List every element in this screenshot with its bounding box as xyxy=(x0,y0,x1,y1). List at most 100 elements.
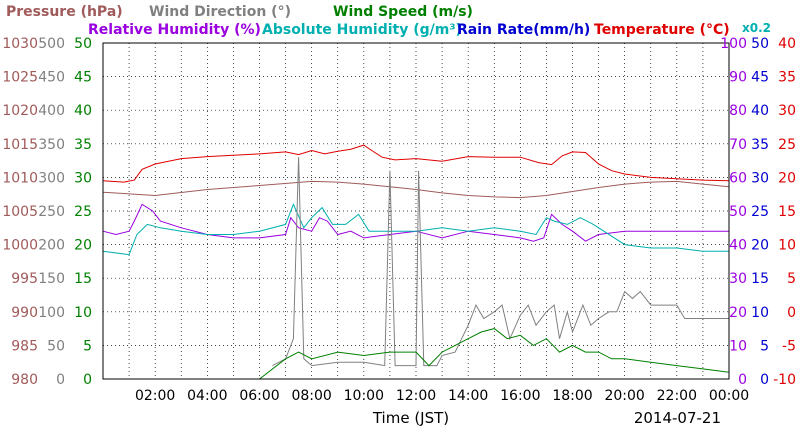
wind-direction-header: Wind Direction (°) xyxy=(149,4,291,20)
x-tick-label: 00:00 xyxy=(709,388,749,404)
wind-direction-tick-label: 300 xyxy=(38,170,65,186)
pressure-tick-label: 995 xyxy=(11,271,38,287)
relative-humidity-header: Relative Humidity (%) xyxy=(88,22,261,38)
series-layer xyxy=(102,144,730,380)
rain-rate-tick-label: 10 xyxy=(751,305,769,321)
temperature-tick-label: -10 xyxy=(773,372,796,388)
temperature-tick-label: 15 xyxy=(778,204,796,220)
wind-speed-tick-label: 20 xyxy=(74,238,92,254)
humidity-tick-label: 40 xyxy=(729,238,747,254)
humidity-tick-label: 90 xyxy=(729,70,747,86)
x-tick-label: 06:00 xyxy=(239,388,279,404)
x-tick-label: 02:00 xyxy=(135,388,175,404)
temperature-tick-label: 5 xyxy=(787,271,796,287)
rain-rate-tick-label: 45 xyxy=(751,70,769,86)
pressure-tick-label: 1025 xyxy=(2,70,38,86)
humidity-tick-label: 30 xyxy=(729,271,747,287)
pressure-tick-label: 1015 xyxy=(2,137,38,153)
wind-speed-tick-label: 10 xyxy=(74,305,92,321)
x-tick-label: 12:00 xyxy=(396,388,436,404)
absolute-humidity-header: Absolute Humidity (g/m³) xyxy=(262,22,462,38)
wind-speed-tick-label: 40 xyxy=(74,103,92,119)
wind-direction-tick-label: 350 xyxy=(38,137,65,153)
wind-speed-tick-label: 15 xyxy=(74,271,92,287)
temperature-line xyxy=(102,144,730,183)
rain-rate-tick-label: 25 xyxy=(751,204,769,220)
pressure-line xyxy=(102,180,730,199)
wind-speed-header: Wind Speed (m/s) xyxy=(333,4,473,20)
x-tick-label: 16:00 xyxy=(500,388,540,404)
x-axis-label: Time (JST) xyxy=(372,409,449,427)
pressure-tick-label: 990 xyxy=(11,305,38,321)
wind-speed-tick-label: 25 xyxy=(74,204,92,220)
pressure-tick-label: 1000 xyxy=(2,238,38,254)
pressure-tick-label: 985 xyxy=(11,338,38,354)
pressure-tick-label: 1010 xyxy=(2,170,38,186)
wind-direction-tick-label: 200 xyxy=(38,238,65,254)
rain-rate-tick-label: 50 xyxy=(751,36,769,52)
x-tick-label: 20:00 xyxy=(604,388,644,404)
rain-rate-tick-label: 5 xyxy=(760,338,769,354)
x-tick-label: 10:00 xyxy=(344,388,384,404)
x-tick-label: 04:00 xyxy=(187,388,227,404)
grid-lines xyxy=(103,43,729,379)
wind-direction-tick-label: 150 xyxy=(38,271,65,287)
temperature-tick-label: 0 xyxy=(787,305,796,321)
temperature-tick-label: 25 xyxy=(778,137,796,153)
wind-direction-tick-label: 100 xyxy=(38,305,65,321)
humidity-tick-label: 80 xyxy=(729,103,747,119)
temperature-header: Temperature (°C) xyxy=(594,22,730,38)
humidity-tick-label: 60 xyxy=(729,170,747,186)
wind-direction-tick-label: 500 xyxy=(38,36,65,52)
temperature-tick-label: 10 xyxy=(778,238,796,254)
temperature-tick-label: 40 xyxy=(778,36,796,52)
wind-speed-tick-label: 30 xyxy=(74,170,92,186)
pressure-tick-label: 980 xyxy=(11,372,38,388)
wind-direction-tick-label: 250 xyxy=(38,204,65,220)
wind-speed-tick-label: 0 xyxy=(83,372,92,388)
wind-direction-tick-label: 50 xyxy=(47,338,65,354)
pressure-tick-label: 1020 xyxy=(2,103,38,119)
pressure-tick-label: 1030 xyxy=(2,36,38,52)
rain-rate-tick-label: 20 xyxy=(751,238,769,254)
scale-note: x0.2 xyxy=(742,21,771,35)
plot-frame xyxy=(102,42,730,380)
wind-speed-tick-label: 35 xyxy=(74,137,92,153)
wind-direction-tick-label: 400 xyxy=(38,103,65,119)
date-label: 2014-07-21 xyxy=(634,409,721,427)
wind-speed-tick-label: 45 xyxy=(74,70,92,86)
x-tick-label: 14:00 xyxy=(448,388,488,404)
humidity-tick-label: 0 xyxy=(738,372,747,388)
wind-direction-line xyxy=(272,157,729,367)
wind-speed-tick-label: 5 xyxy=(83,338,92,354)
rain-rate-tick-label: 15 xyxy=(751,271,769,287)
rain-rate-tick-label: 0 xyxy=(760,372,769,388)
humidity-tick-label: 10 xyxy=(729,338,747,354)
pressure-header: Pressure (hPa) xyxy=(6,4,123,20)
relative-humidity-line xyxy=(102,203,729,242)
x-tick-label: 18:00 xyxy=(552,388,592,404)
x-tick-label: 08:00 xyxy=(291,388,331,404)
rain-rate-tick-label: 40 xyxy=(751,103,769,119)
temperature-tick-label: -5 xyxy=(782,338,796,354)
rain-rate-tick-label: 30 xyxy=(751,170,769,186)
pressure-tick-label: 1005 xyxy=(2,204,38,220)
humidity-tick-label: 70 xyxy=(729,137,747,153)
absolute-humidity-line xyxy=(102,202,729,256)
humidity-tick-label: 100 xyxy=(720,36,747,52)
temperature-tick-label: 30 xyxy=(778,103,796,119)
temperature-tick-label: 35 xyxy=(778,70,796,86)
temperature-tick-label: 20 xyxy=(778,170,796,186)
wind-direction-tick-label: 0 xyxy=(56,372,65,388)
wind-direction-tick-label: 450 xyxy=(38,70,65,86)
rain-rate-header: Rain Rate(mm/h) xyxy=(457,22,590,38)
axis-labels: 02:00 04:00 06:00 08:00 10:00 12:00 14:00 16:00… xyxy=(2,36,796,404)
wind-speed-tick-label: 50 xyxy=(74,36,92,52)
humidity-tick-label: 50 xyxy=(729,204,747,220)
humidity-tick-label: 20 xyxy=(729,305,747,321)
x-tick-label: 22:00 xyxy=(657,388,697,404)
rain-rate-tick-label: 35 xyxy=(751,137,769,153)
wind-speed-line xyxy=(259,328,730,380)
